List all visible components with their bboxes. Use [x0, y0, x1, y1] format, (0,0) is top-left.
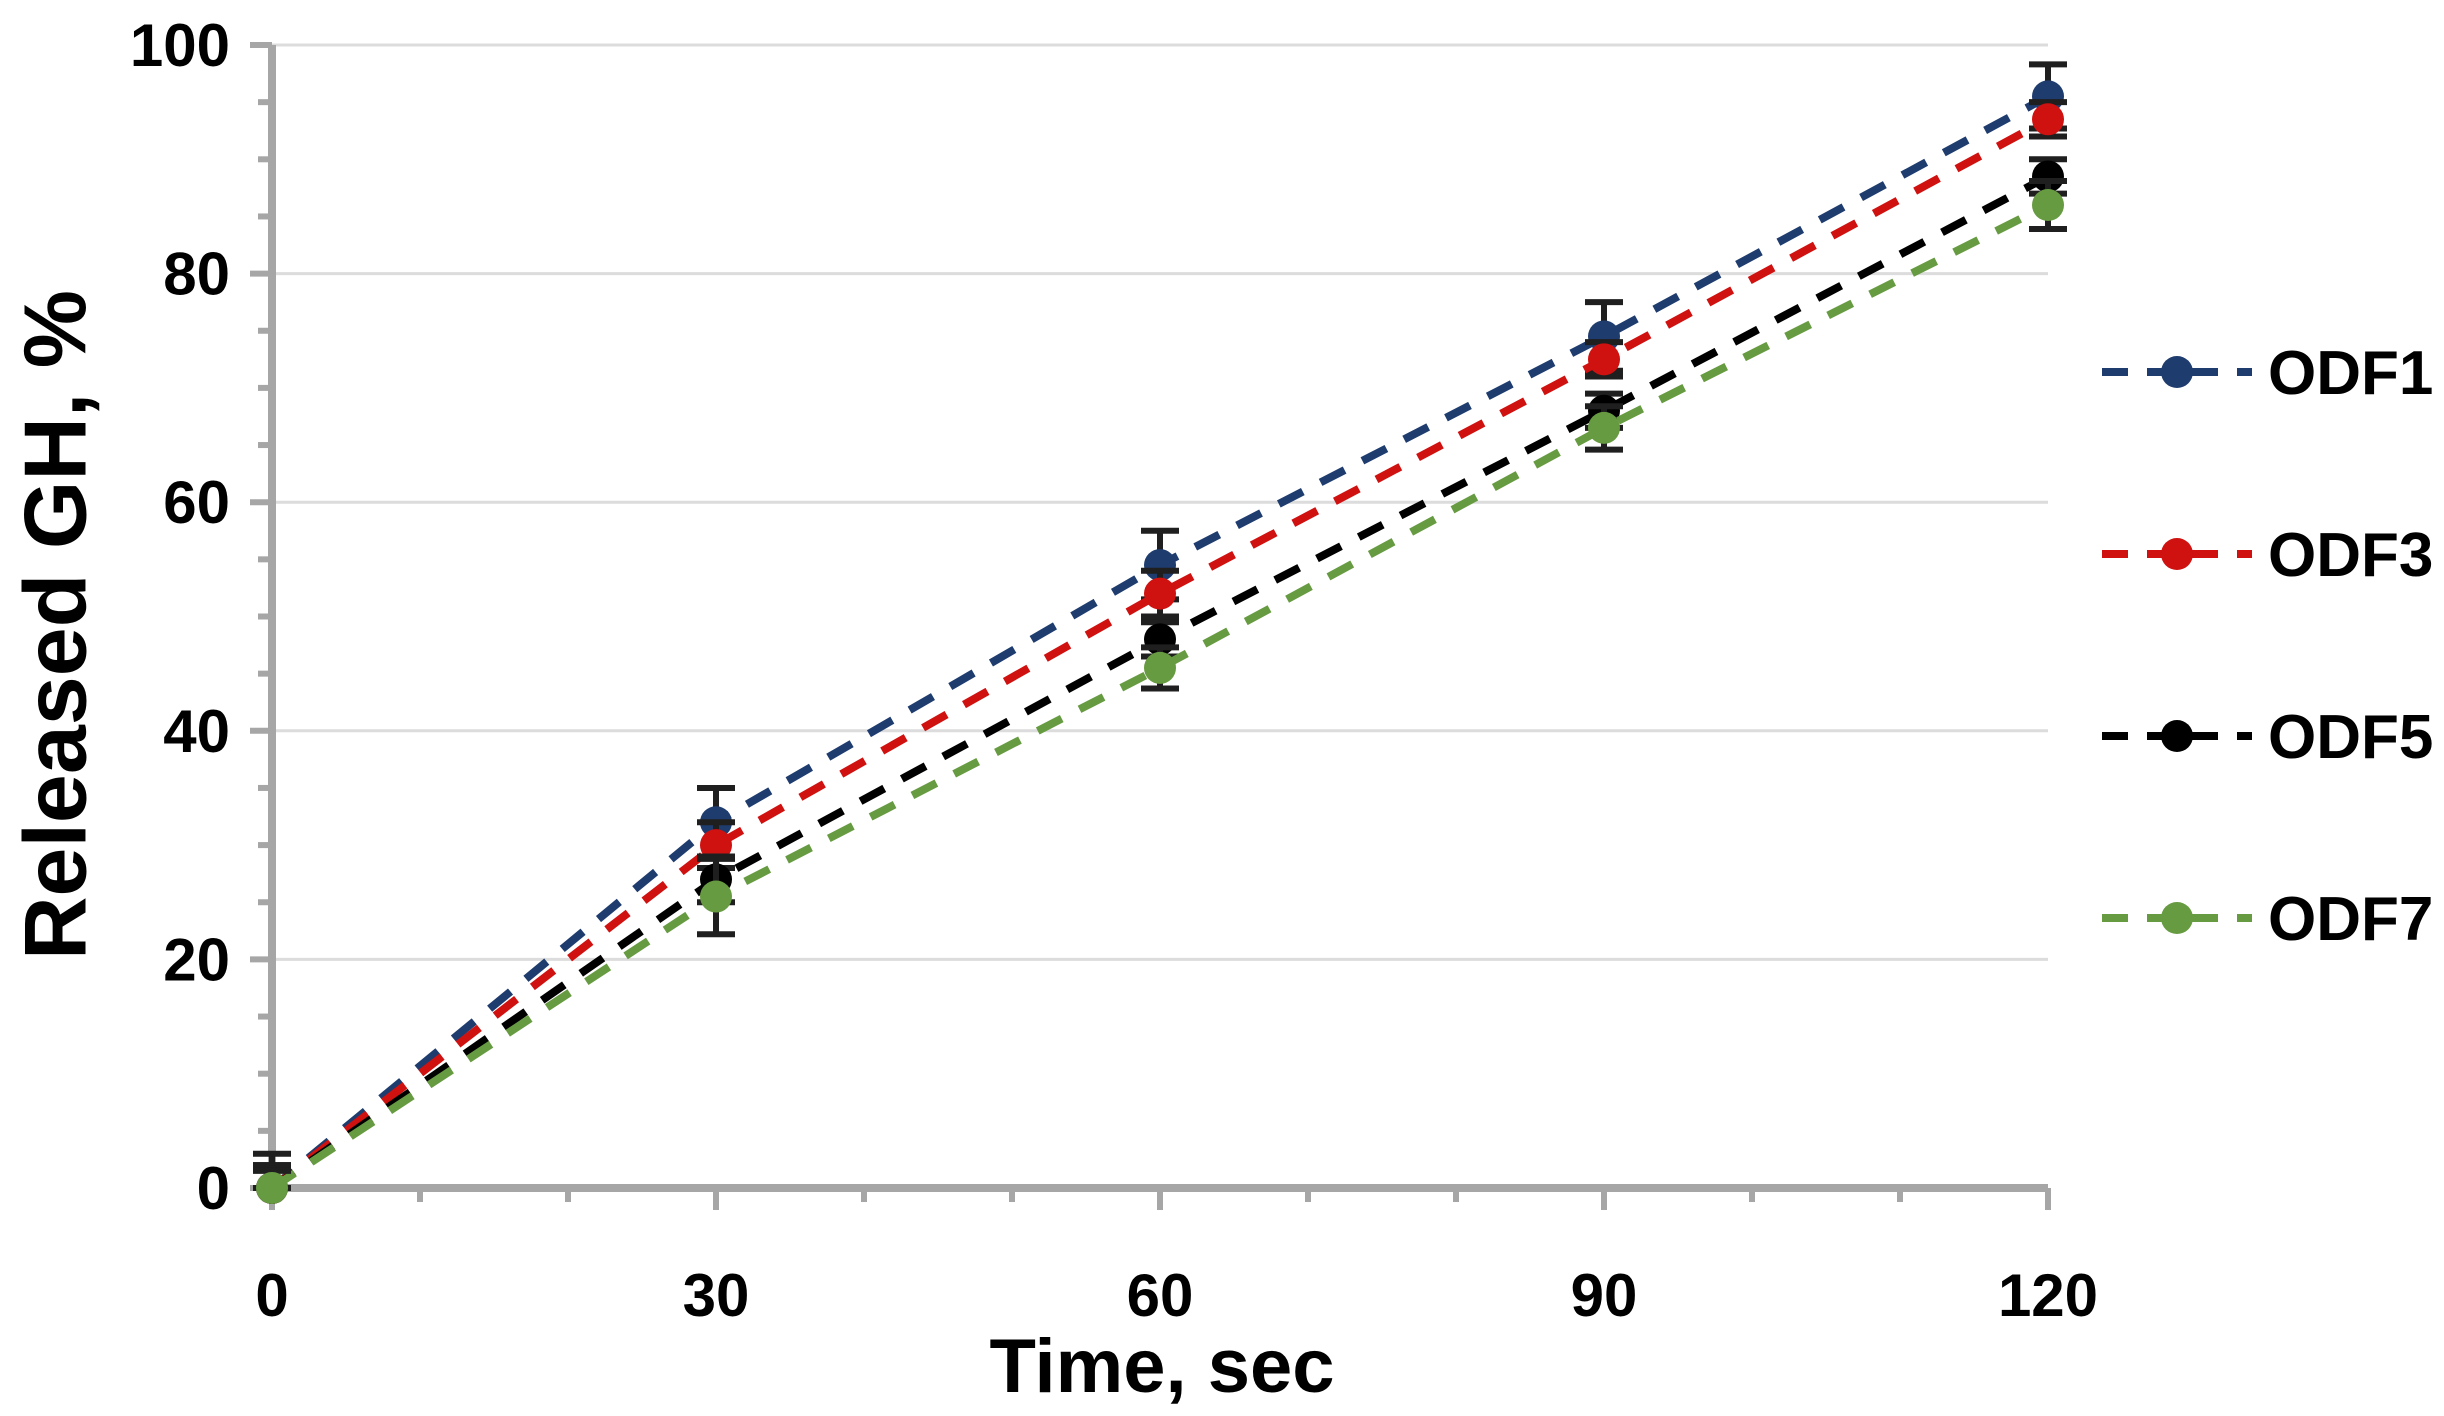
x-tick-label-90: 90 — [1571, 1262, 1638, 1329]
legend-marker — [2161, 720, 2193, 752]
x-tick-label-60: 60 — [1127, 1262, 1194, 1329]
data-point-ODF7-0 — [256, 1172, 288, 1204]
gridlines — [272, 43, 2048, 961]
y-tick-label-80: 80 — [163, 241, 230, 308]
tick-labels: 0 30 60 90 120 0 20 40 60 80 100 — [130, 12, 2098, 1329]
data-point-ODF3-120 — [2032, 103, 2064, 136]
x-tick-label-0: 0 — [255, 1262, 288, 1329]
legend-label: ODF5 — [2268, 703, 2433, 772]
legend-label: ODF3 — [2268, 521, 2433, 590]
y-tick-label-60: 60 — [163, 469, 230, 536]
y-axis-title: Released GH, % — [6, 290, 105, 960]
axis-ticks — [250, 42, 2051, 1210]
legend-item-ODF3: ODF3 — [2102, 521, 2433, 590]
legend-marker — [2161, 538, 2193, 570]
data-point-ODF3-90 — [1588, 343, 1620, 376]
series-ODF7 — [253, 178, 2067, 1204]
x-tick-label-120: 120 — [1998, 1262, 2098, 1329]
data-point-ODF5-120 — [2032, 160, 2064, 193]
data-point-ODF3-60 — [1144, 577, 1176, 610]
y-tick-label-20: 20 — [163, 926, 230, 993]
legend-item-ODF1: ODF1 — [2102, 339, 2433, 408]
data-series — [253, 61, 2067, 1204]
legend-label: ODF7 — [2268, 885, 2433, 954]
y-tick-label-0: 0 — [197, 1155, 230, 1222]
legend-label: ODF1 — [2268, 339, 2433, 408]
legend-item-ODF7: ODF7 — [2102, 885, 2433, 954]
y-tick-label-100: 100 — [130, 12, 230, 79]
data-point-ODF7-60 — [1144, 651, 1176, 684]
data-point-ODF7-120 — [2032, 189, 2064, 222]
data-point-ODF3-30 — [700, 829, 732, 862]
series-line-ODF7 — [269, 201, 2050, 1192]
data-point-ODF7-90 — [1588, 411, 1620, 444]
x-axis-title: Time, sec — [989, 1324, 1334, 1409]
series-ODF3 — [253, 99, 2067, 1204]
legend-item-ODF5: ODF5 — [2102, 703, 2433, 772]
x-tick-label-30: 30 — [683, 1262, 750, 1329]
legend-marker — [2161, 902, 2193, 934]
data-point-ODF7-30 — [700, 880, 732, 913]
legend: ODF1 ODF3 ODF5 ODF7 — [2102, 339, 2433, 954]
y-tick-label-40: 40 — [163, 698, 230, 765]
series-line-ODF3 — [269, 115, 2050, 1192]
legend-marker — [2161, 356, 2193, 388]
